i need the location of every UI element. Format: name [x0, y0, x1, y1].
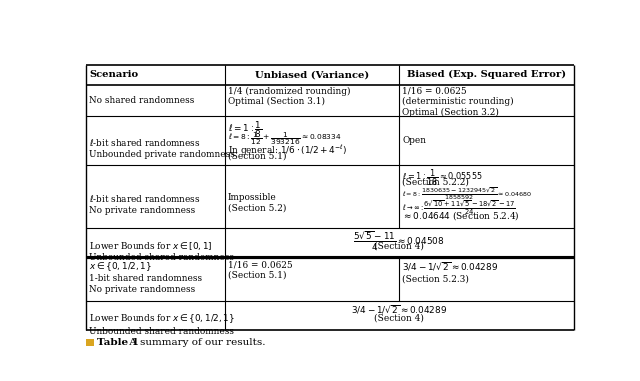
Text: Biased (Exp. Squared Error): Biased (Exp. Squared Error)	[407, 70, 566, 79]
Text: A summary of our results.: A summary of our results.	[126, 338, 266, 347]
Text: In general: $1/6 \cdot (1/2 + 4^{-\ell})$: In general: $1/6 \cdot (1/2 + 4^{-\ell})…	[228, 143, 348, 157]
Text: (Section 4): (Section 4)	[374, 242, 424, 251]
FancyBboxPatch shape	[86, 339, 94, 346]
Text: (Section 4): (Section 4)	[374, 314, 424, 323]
Text: Impossible
(Section 5.2): Impossible (Section 5.2)	[228, 193, 286, 213]
Text: (Section 5.1): (Section 5.1)	[228, 151, 286, 160]
Text: $\dfrac{5\sqrt{5}-11}{4} \approx 0.04508$: $\dfrac{5\sqrt{5}-11}{4} \approx 0.04508…	[353, 230, 445, 253]
Text: $\ell = 1 : \dfrac{1}{18} \approx 0.05555$: $\ell = 1 : \dfrac{1}{18} \approx 0.0555…	[403, 168, 483, 188]
Text: $\ell \to \infty : \dfrac{6\sqrt{10}+11\sqrt{5}-18\sqrt{2}-17}{24}$: $\ell \to \infty : \dfrac{6\sqrt{10}+11\…	[403, 198, 516, 216]
Text: Lower Bounds for $x \in [0,1]$
Unbounded shared randomness: Lower Bounds for $x \in [0,1]$ Unbounded…	[89, 240, 234, 263]
Text: $\ell = 8 : \dfrac{1830635 - 1232945\sqrt{2}}{1858592} \approx 0.04680$: $\ell = 8 : \dfrac{1830635 - 1232945\sqr…	[403, 186, 532, 202]
Text: 1/16 = 0.0625
(Section 5.1): 1/16 = 0.0625 (Section 5.1)	[228, 260, 292, 280]
Text: Table 1: Table 1	[97, 338, 139, 347]
Text: $\ell = 8 : \dfrac{1}{12} + \dfrac{1}{393216} \approx 0.08334$: $\ell = 8 : \dfrac{1}{12} + \dfrac{1}{39…	[228, 131, 342, 147]
Text: $\ell = 1 : \dfrac{1}{8}$: $\ell = 1 : \dfrac{1}{8}$	[228, 120, 262, 141]
Text: $\ell$-bit shared randomness
No private randomness: $\ell$-bit shared randomness No private …	[89, 193, 200, 215]
Text: Open: Open	[403, 136, 426, 145]
Text: 1/4 (randomized rounding)
Optimal (Section 3.1): 1/4 (randomized rounding) Optimal (Secti…	[228, 86, 350, 106]
Text: Unbiased (Variance): Unbiased (Variance)	[255, 70, 369, 79]
Text: 1/16 = 0.0625
(deterministic rounding)
Optimal (Section 3.2): 1/16 = 0.0625 (deterministic rounding) O…	[403, 86, 514, 117]
Text: Scenario: Scenario	[89, 70, 138, 79]
Text: $3/4 - 1/\sqrt{2} \approx 0.04289$: $3/4 - 1/\sqrt{2} \approx 0.04289$	[351, 303, 447, 316]
Text: $3/4 - 1/\sqrt{2} \approx 0.04289$
(Section 5.2.3): $3/4 - 1/\sqrt{2} \approx 0.04289$ (Sect…	[403, 260, 499, 283]
Text: $\approx 0.04644$ (Section 5.2.4): $\approx 0.04644$ (Section 5.2.4)	[403, 209, 520, 222]
Text: (Section 5.2.2): (Section 5.2.2)	[403, 178, 469, 187]
Text: $x \in \{0, 1/2, 1\}$
1-bit shared randomness
No private randomness: $x \in \{0, 1/2, 1\}$ 1-bit shared rando…	[89, 260, 202, 294]
Text: $\ell$-bit shared randomness
Unbounded private randomness: $\ell$-bit shared randomness Unbounded p…	[89, 138, 235, 159]
Text: Lower Bounds for $x \in \{0, 1/2, 1\}$
Unbounded shared randomness: Lower Bounds for $x \in \{0, 1/2, 1\}$ U…	[89, 312, 235, 336]
Text: No shared randomness: No shared randomness	[89, 96, 195, 105]
